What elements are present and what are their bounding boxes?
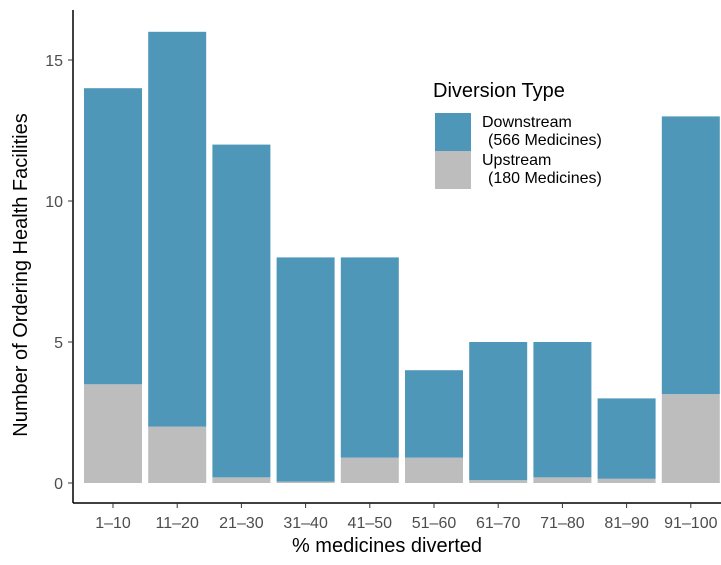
y-ticks-group: 0 5 10 15 xyxy=(45,53,73,493)
legend-label-downstream: Downstream (566 Medicines) xyxy=(482,114,602,149)
bar-segment-upstream-9 xyxy=(661,394,720,483)
bars-group xyxy=(84,31,720,483)
bar-segment-upstream-1 xyxy=(148,426,207,483)
legend: Diversion Type Downstream (566 Medicines)… xyxy=(433,80,602,189)
bar-segment-downstream-9 xyxy=(661,116,720,395)
x-tick-label: 81–90 xyxy=(604,515,649,532)
bar-segment-upstream-0 xyxy=(84,384,142,483)
axes-group xyxy=(72,10,721,504)
legend-label-upstream: Upstream (180 Medicines) xyxy=(482,152,602,187)
bar-segment-upstream-5 xyxy=(405,457,463,483)
x-tick-label: 71–80 xyxy=(540,515,585,532)
y-tick-label: 15 xyxy=(45,53,63,70)
legend-key-upstream xyxy=(435,151,471,189)
x-tick-label: 21–30 xyxy=(219,515,264,532)
x-tick-label: 31–40 xyxy=(283,515,328,532)
bar-segment-downstream-5 xyxy=(405,370,463,458)
y-tick-label: 10 xyxy=(45,194,63,211)
x-axis-title: % medicines diverted xyxy=(292,535,482,557)
legend-title: Diversion Type xyxy=(433,80,565,102)
x-tick-label: 41–50 xyxy=(348,515,393,532)
bar-segment-upstream-2 xyxy=(212,477,271,483)
x-tick-label: 51–60 xyxy=(412,515,457,532)
y-tick-label: 0 xyxy=(54,476,63,493)
bar-segment-downstream-8 xyxy=(597,398,656,479)
bar-segment-upstream-4 xyxy=(340,457,399,483)
x-tick-label: 91–100 xyxy=(664,515,717,532)
bar-segment-upstream-3 xyxy=(276,481,335,483)
bar-segment-upstream-6 xyxy=(469,480,528,483)
x-ticks-group: 1–10 11–20 21–30 31–40 41–50 51–60 61–70 71–80 8… xyxy=(95,503,718,532)
x-tick-label: 1–10 xyxy=(95,515,131,532)
legend-key-downstream xyxy=(435,113,471,151)
bar-segment-upstream-8 xyxy=(597,478,656,483)
x-tick-label: 61–70 xyxy=(476,515,521,532)
bar-segment-downstream-1 xyxy=(148,31,207,427)
y-tick-label: 5 xyxy=(54,335,63,352)
bar-segment-downstream-0 xyxy=(84,88,142,385)
bar-segment-downstream-4 xyxy=(340,257,399,458)
bar-segment-downstream-3 xyxy=(276,257,335,482)
bar-segment-upstream-7 xyxy=(533,477,592,483)
x-tick-label: 11–20 xyxy=(156,515,199,532)
bar-segment-downstream-7 xyxy=(533,342,592,478)
y-axis-title: Number of Ordering Health Facilities xyxy=(10,113,32,436)
bar-segment-downstream-6 xyxy=(469,342,528,481)
bar-segment-downstream-2 xyxy=(212,144,271,478)
